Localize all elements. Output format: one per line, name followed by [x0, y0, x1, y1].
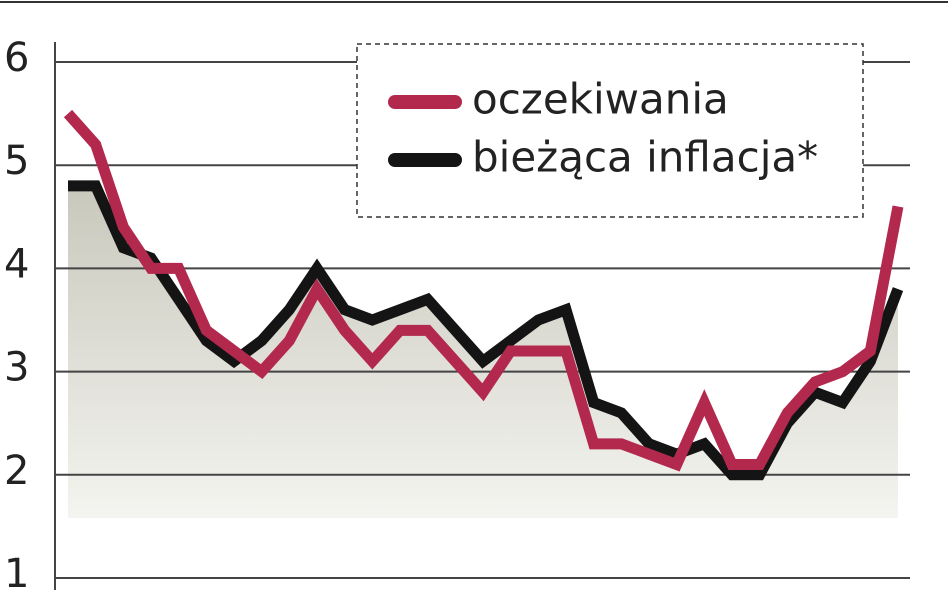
y-tick-label: 3: [4, 345, 29, 391]
legend-box: [356, 43, 864, 218]
y-tick-label: 5: [4, 138, 29, 184]
legend-label: oczekiwania: [472, 75, 729, 124]
y-tick-label: 6: [4, 35, 29, 81]
series-line: [63, 109, 904, 472]
plot: 1 2 3 4 5 6 oczekiwania bieżąca inflacja*: [4, 35, 910, 593]
legend-label: bieżąca inflacja*: [472, 133, 818, 182]
y-tick-label: 1: [4, 551, 29, 593]
series-line: [68, 180, 904, 481]
y-tick-label: 2: [4, 448, 29, 494]
area-shade: [68, 185, 898, 518]
y-tick-label: 4: [4, 241, 29, 287]
